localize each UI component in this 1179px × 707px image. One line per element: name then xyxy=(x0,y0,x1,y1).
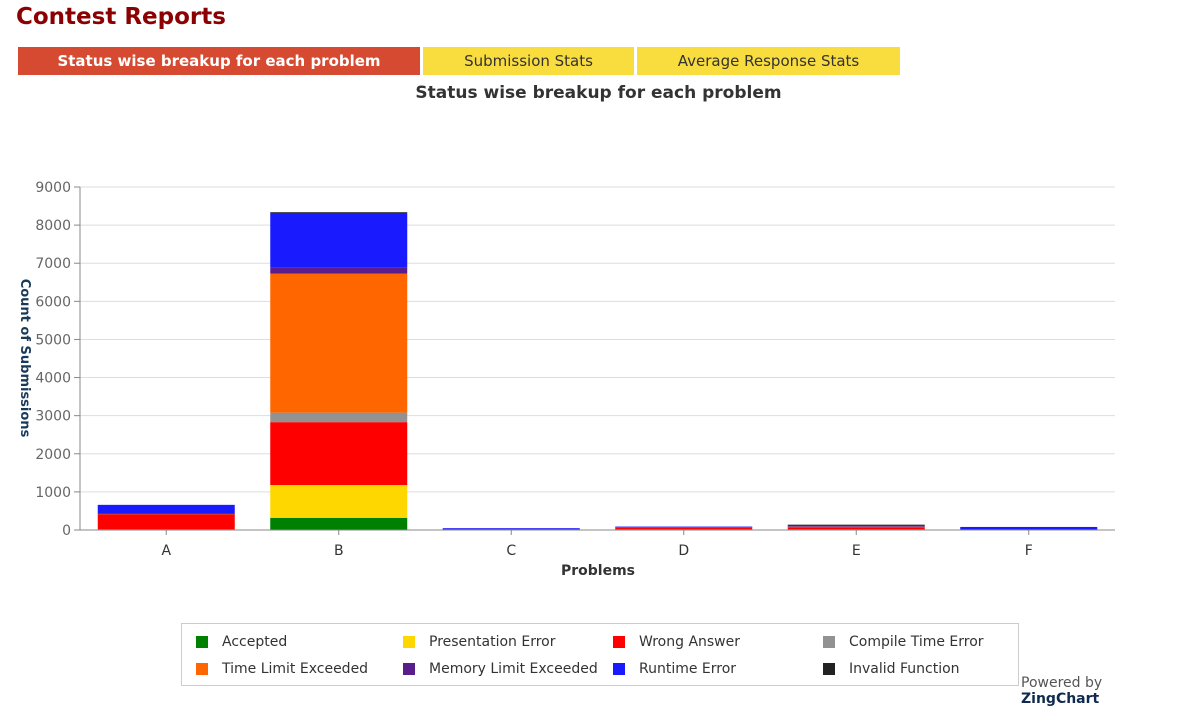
legend-label: Runtime Error xyxy=(639,661,737,677)
y-tick-label: 1000 xyxy=(35,485,71,501)
y-tick-label: 7000 xyxy=(35,256,71,272)
legend-label: Accepted xyxy=(222,634,288,650)
legend-swatch xyxy=(403,636,415,648)
x-tick-label: D xyxy=(678,543,689,559)
legend-label: Time Limit Exceeded xyxy=(222,661,369,677)
legend-swatch xyxy=(823,663,835,675)
legend-label: Presentation Error xyxy=(429,634,556,650)
bar-B-runtime-error[interactable] xyxy=(270,212,408,268)
bar-B-compile-time-error[interactable] xyxy=(270,412,408,423)
bar-C-memory-limit-exceeded[interactable] xyxy=(442,528,580,530)
y-axis-ticks: 0 1000 2000 3000 4000 5000 6000 7000 8000 9000 xyxy=(35,180,80,539)
x-axis-label: Problems xyxy=(561,563,635,579)
x-axis-ticks: A B C D E F xyxy=(161,530,1033,559)
bar-C-runtime-error[interactable] xyxy=(442,528,580,529)
bars xyxy=(97,212,1098,531)
page-title: Contest Reports xyxy=(16,4,226,30)
bar-D-runtime-error[interactable] xyxy=(615,526,753,528)
tab-status-breakup[interactable]: Status wise breakup for each problem xyxy=(18,47,420,75)
y-tick-label: 6000 xyxy=(35,294,71,310)
legend-swatch xyxy=(823,636,835,648)
bar-B-wrong-answer[interactable] xyxy=(270,422,408,486)
y-tick-label: 3000 xyxy=(35,409,71,425)
powered-by[interactable]: Powered by ZingChart xyxy=(1021,675,1179,707)
tab-average-response-stats[interactable]: Average Response Stats xyxy=(637,47,900,75)
y-tick-label: 0 xyxy=(62,523,71,539)
y-tick-label: 2000 xyxy=(35,447,71,463)
bar-B-accepted[interactable] xyxy=(270,517,408,530)
bar-B-time-limit-exceeded[interactable] xyxy=(270,273,408,413)
legend-label: Invalid Function xyxy=(849,661,960,677)
legend-swatch xyxy=(613,636,625,648)
bar-A-memory-limit-exceeded[interactable] xyxy=(97,513,235,515)
y-tick-label: 9000 xyxy=(35,180,71,196)
y-axis-label: Count of Submissions xyxy=(17,279,32,438)
bar-E-wrong-answer[interactable] xyxy=(787,527,925,530)
y-tick-label: 4000 xyxy=(35,371,71,387)
powered-prefix: Powered by xyxy=(1021,675,1103,691)
legend-label: Wrong Answer xyxy=(639,634,741,650)
y-tick-label: 5000 xyxy=(35,332,71,348)
bar-E-memory-limit-exceeded[interactable] xyxy=(787,526,925,527)
bar-F-memory-limit-exceeded[interactable] xyxy=(960,529,1098,530)
y-tick-label: 8000 xyxy=(35,218,71,234)
tab-submission-stats[interactable]: Submission Stats xyxy=(423,47,634,75)
legend-swatch xyxy=(403,663,415,675)
chart-title: Status wise breakup for each problem xyxy=(415,83,782,103)
x-tick-label: E xyxy=(852,543,861,559)
zingchart-brand[interactable]: ZingChart xyxy=(1021,691,1100,707)
bar-E-runtime-error[interactable] xyxy=(787,525,925,527)
bar-D-wrong-answer[interactable] xyxy=(615,527,753,530)
legend-swatch xyxy=(196,663,208,675)
x-tick-label: A xyxy=(161,543,171,559)
bar-B-presentation-error[interactable] xyxy=(270,485,408,518)
legend-swatch xyxy=(196,636,208,648)
bar-E-invalid-function[interactable] xyxy=(787,524,925,526)
legend: Accepted Presentation Error Wrong Answer Co… xyxy=(181,623,1019,686)
bar-D-memory-limit-exceeded[interactable] xyxy=(615,527,753,528)
legend-label: Memory Limit Exceeded xyxy=(429,661,598,677)
x-tick-label: C xyxy=(506,543,516,559)
x-tick-label: F xyxy=(1025,543,1033,559)
bar-A-wrong-answer[interactable] xyxy=(97,514,235,530)
bar-B-memory-limit-exceeded[interactable] xyxy=(270,267,408,274)
legend-label: Compile Time Error xyxy=(849,634,984,650)
legend-swatch xyxy=(613,663,625,675)
bar-B-invalid-function[interactable] xyxy=(270,212,408,213)
bar-E-compile-time-error[interactable] xyxy=(787,526,925,528)
grid-lines xyxy=(80,186,1115,531)
bar-A-runtime-error[interactable] xyxy=(97,504,235,514)
bar-F-runtime-error[interactable] xyxy=(960,526,1098,530)
x-tick-label: B xyxy=(334,543,344,559)
